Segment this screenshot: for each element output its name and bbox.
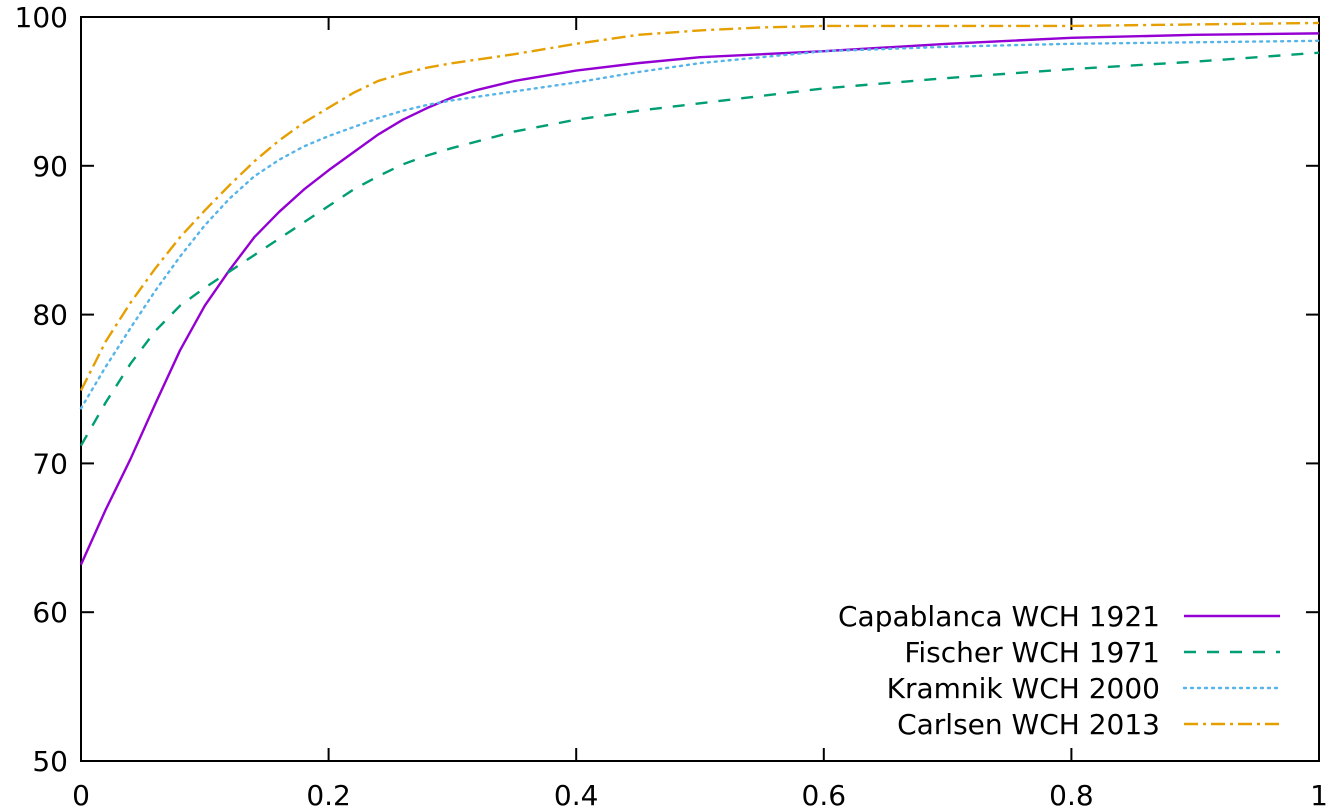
y-tick-label: 50 [32, 745, 68, 778]
y-tick-label: 100 [15, 1, 68, 34]
x-tick-label: 0.6 [802, 779, 847, 811]
series-line-carlsen [79, 21, 1320, 392]
y-tick-label: 70 [32, 447, 68, 480]
legend-label: Carlsen WCH 2013 [897, 708, 1160, 741]
legend-item-capablanca: Capablanca WCH 1921 [838, 600, 1280, 633]
legend-item-carlsen: Carlsen WCH 2013 [897, 708, 1280, 741]
x-tick-label: 0 [72, 779, 90, 811]
x-tick-label: 1 [1310, 779, 1328, 811]
series-layer [79, 21, 1321, 566]
y-tick-label: 80 [32, 299, 68, 332]
y-tick-label: 60 [32, 596, 68, 629]
y-axis: 50 60 70 80 90 100 [15, 1, 1319, 778]
legend-item-fischer: Fischer WCH 1971 [904, 636, 1280, 669]
x-tick-label: 0.2 [306, 779, 351, 811]
x-tick-label: 0.4 [554, 779, 599, 811]
x-axis: 0 0.2 0.4 0.6 0.8 1 [72, 17, 1328, 811]
series-line-fischer [79, 51, 1320, 447]
series-line-capablanca [79, 32, 1320, 566]
x-tick-label: 0.8 [1049, 779, 1094, 811]
legend-item-kramnik: Kramnik WCH 2000 [887, 672, 1282, 705]
series-line-kramnik [79, 39, 1321, 410]
legend-label: Fischer WCH 1971 [904, 636, 1160, 669]
legend-label: Capablanca WCH 1921 [838, 600, 1160, 633]
y-tick-label: 90 [32, 150, 68, 183]
legend-label: Kramnik WCH 2000 [887, 672, 1160, 705]
